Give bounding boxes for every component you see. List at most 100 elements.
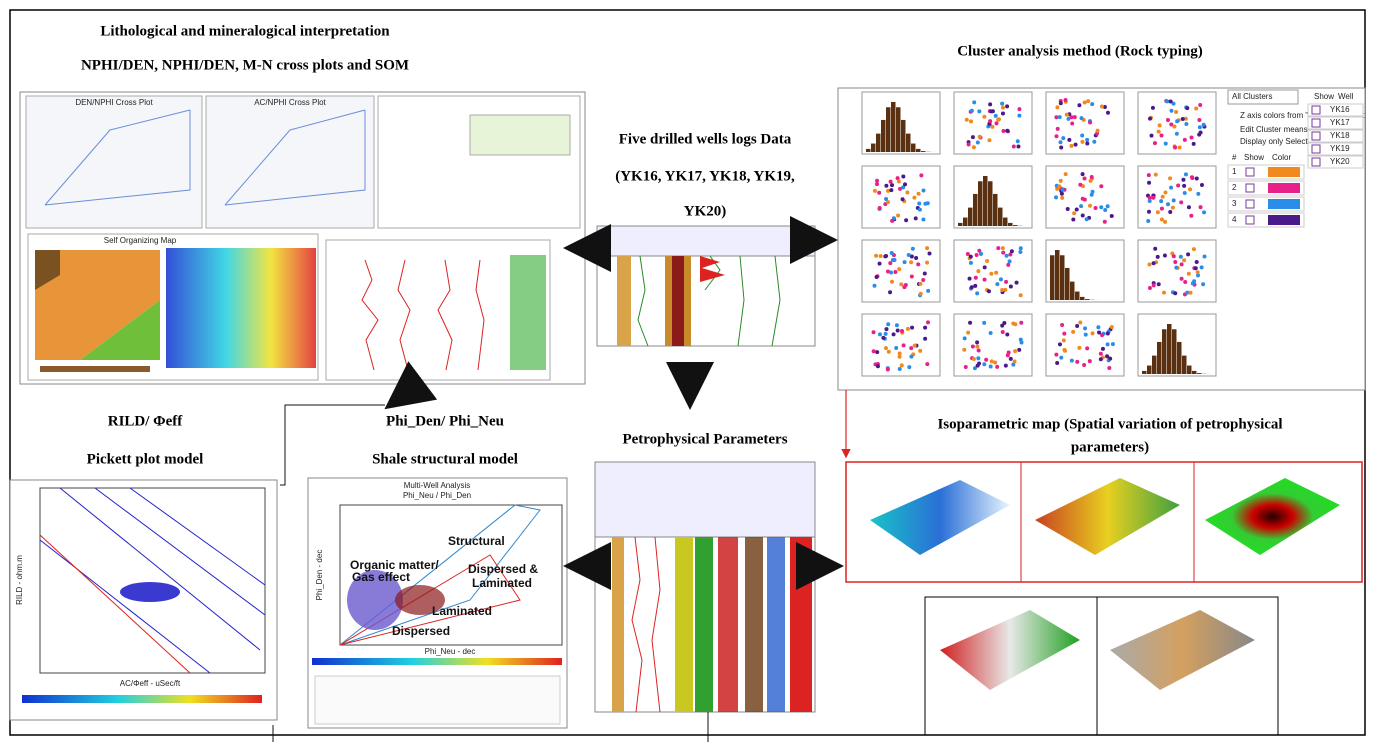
track-header bbox=[596, 225, 816, 257]
scatter-dot bbox=[1174, 131, 1179, 136]
scatter-dot bbox=[1054, 352, 1059, 357]
annotation: Gas effect bbox=[352, 570, 410, 584]
scatter-dot bbox=[1180, 116, 1185, 121]
scatter-dot bbox=[1202, 254, 1207, 259]
annotation: Dispersed bbox=[392, 624, 450, 638]
scatter-dot bbox=[1105, 354, 1110, 359]
scatter-dot bbox=[1000, 246, 1005, 251]
zone-track bbox=[617, 256, 631, 346]
option-label: Display only Selected bbox=[1240, 137, 1316, 146]
plot-title: DEN/NPHI Cross Plot bbox=[75, 98, 153, 107]
dropdown[interactable] bbox=[1227, 89, 1299, 105]
log-track bbox=[745, 537, 763, 712]
scatter-dot bbox=[1197, 125, 1202, 130]
checkbox[interactable] bbox=[1245, 215, 1255, 225]
scatter-dot bbox=[878, 254, 883, 259]
section-title: Cluster analysis method (Rock typing) bbox=[957, 43, 1203, 59]
scatter-dot bbox=[1171, 254, 1176, 259]
scatter-dot bbox=[1072, 115, 1077, 120]
axis-label: RILD - ohm.m bbox=[15, 555, 24, 605]
scatter-dot bbox=[901, 185, 906, 190]
scatter-dot bbox=[926, 320, 931, 325]
histogram-bar bbox=[1157, 341, 1162, 374]
scatter-dot bbox=[923, 336, 928, 341]
log-track bbox=[790, 537, 812, 712]
scatter-dot bbox=[967, 276, 972, 281]
scatter-dot bbox=[1071, 329, 1076, 334]
scatter-dot bbox=[891, 332, 896, 337]
scatter-dot bbox=[906, 253, 911, 258]
scatter-dot bbox=[1085, 137, 1090, 142]
scatter-dot bbox=[1176, 183, 1181, 188]
annotation: Structural bbox=[448, 534, 505, 548]
connector bbox=[280, 404, 385, 486]
histogram-bar bbox=[911, 143, 916, 152]
checkbox[interactable] bbox=[1311, 105, 1321, 115]
scatter-dot bbox=[1190, 176, 1195, 181]
scatter-dot bbox=[970, 135, 975, 140]
scatter-dot bbox=[909, 254, 914, 259]
section-title: YK20) bbox=[684, 203, 727, 219]
scatter-dot bbox=[1165, 99, 1170, 104]
scatter-dot bbox=[1193, 266, 1198, 271]
histogram-bar bbox=[1182, 355, 1187, 374]
plot-frame bbox=[205, 95, 375, 229]
checkbox[interactable] bbox=[1245, 183, 1255, 193]
scatter-dot bbox=[974, 252, 979, 257]
scatter-dot bbox=[1103, 208, 1108, 213]
scatter-dot bbox=[1001, 250, 1006, 255]
scatter-dot bbox=[1017, 107, 1022, 112]
cluster-color bbox=[1268, 215, 1300, 225]
highlight-frame bbox=[845, 461, 1363, 583]
scatter-dot bbox=[1199, 265, 1204, 270]
scatter-dot bbox=[1000, 111, 1005, 116]
histogram-bar bbox=[921, 151, 926, 152]
scatter-dot bbox=[918, 281, 923, 286]
log-track bbox=[675, 537, 693, 712]
scatter-dot bbox=[977, 248, 982, 253]
scatter-dot bbox=[1061, 338, 1066, 343]
checkbox[interactable] bbox=[1245, 167, 1255, 177]
scatter-dot bbox=[982, 114, 987, 119]
histogram-bar bbox=[1080, 296, 1085, 300]
scatter-dot bbox=[1088, 203, 1093, 208]
scatter-dot bbox=[897, 351, 902, 356]
annotation: Dispersed & bbox=[468, 562, 538, 576]
legend-box bbox=[469, 114, 571, 156]
scatter-dot bbox=[1083, 332, 1088, 337]
log-track bbox=[718, 537, 738, 712]
scatter-dot bbox=[1150, 105, 1155, 110]
scatter-dot bbox=[1196, 273, 1201, 278]
checkbox[interactable] bbox=[1311, 144, 1321, 154]
annotation: Laminated bbox=[472, 576, 532, 590]
scatter-dot bbox=[1018, 293, 1023, 298]
scatter-dot bbox=[1082, 176, 1087, 181]
checkbox[interactable] bbox=[1245, 199, 1255, 209]
scatter-dot bbox=[1078, 182, 1083, 187]
scatter-dot bbox=[1088, 178, 1093, 183]
scatter-dot bbox=[1008, 252, 1013, 257]
scatter-dot bbox=[982, 320, 987, 325]
scatter-dot bbox=[1061, 136, 1066, 141]
scatter-dot bbox=[921, 188, 926, 193]
scatter-dot bbox=[1055, 361, 1060, 366]
scatter-dot bbox=[1003, 287, 1008, 292]
scatter-dot bbox=[1084, 217, 1089, 222]
scatter-dot bbox=[875, 364, 880, 369]
checkbox[interactable] bbox=[1311, 157, 1321, 167]
scatter-dot bbox=[1202, 210, 1207, 215]
histogram-bar bbox=[886, 107, 891, 152]
matrix-cell bbox=[953, 239, 1033, 303]
scatter-dot bbox=[917, 201, 922, 206]
checkbox[interactable] bbox=[1311, 131, 1321, 141]
checkbox[interactable] bbox=[1311, 118, 1321, 128]
scatter-dot bbox=[1070, 121, 1075, 126]
scatter-dot bbox=[1165, 118, 1170, 123]
surface-map bbox=[1110, 610, 1255, 690]
scatter-dot bbox=[1199, 182, 1204, 187]
scatter-dot bbox=[966, 330, 971, 335]
cluster-id: 2 bbox=[1232, 183, 1237, 192]
scatter-dot bbox=[888, 290, 893, 295]
table-header: Color bbox=[1272, 153, 1291, 162]
scatter-dot bbox=[995, 282, 1000, 287]
